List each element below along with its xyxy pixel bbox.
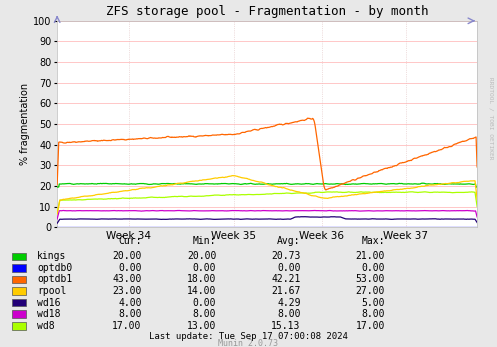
Text: 0.00: 0.00: [118, 263, 142, 273]
Text: optdb0: optdb0: [37, 263, 73, 273]
Text: rpool: rpool: [37, 286, 67, 296]
Text: 42.21: 42.21: [271, 274, 301, 284]
Text: 8.00: 8.00: [362, 309, 385, 319]
Text: 21.00: 21.00: [356, 252, 385, 261]
Text: 0.00: 0.00: [193, 263, 216, 273]
Text: Last update: Tue Sep 17 07:00:08 2024: Last update: Tue Sep 17 07:00:08 2024: [149, 332, 348, 341]
Text: 21.67: 21.67: [271, 286, 301, 296]
Text: RRDTOOL / TOBI OETIKER: RRDTOOL / TOBI OETIKER: [489, 77, 494, 159]
Text: 20.00: 20.00: [112, 252, 142, 261]
Text: 0.00: 0.00: [277, 263, 301, 273]
Text: 8.00: 8.00: [277, 309, 301, 319]
Text: Min:: Min:: [193, 236, 216, 246]
Text: 0.00: 0.00: [193, 298, 216, 307]
Text: Cur:: Cur:: [118, 236, 142, 246]
Text: 23.00: 23.00: [112, 286, 142, 296]
Text: 5.00: 5.00: [362, 298, 385, 307]
Text: 20.00: 20.00: [187, 252, 216, 261]
Text: 18.00: 18.00: [187, 274, 216, 284]
Text: 17.00: 17.00: [112, 321, 142, 331]
Text: 4.00: 4.00: [118, 298, 142, 307]
Text: 53.00: 53.00: [356, 274, 385, 284]
Text: wd18: wd18: [37, 309, 61, 319]
Y-axis label: % fragmentation: % fragmentation: [20, 83, 30, 165]
Text: Munin 2.0.73: Munin 2.0.73: [219, 339, 278, 347]
Text: wd8: wd8: [37, 321, 55, 331]
Text: 27.00: 27.00: [356, 286, 385, 296]
Text: Max:: Max:: [362, 236, 385, 246]
Text: 13.00: 13.00: [187, 321, 216, 331]
Text: kings: kings: [37, 252, 67, 261]
Text: 0.00: 0.00: [362, 263, 385, 273]
Text: 14.00: 14.00: [187, 286, 216, 296]
Text: wd16: wd16: [37, 298, 61, 307]
Text: 4.29: 4.29: [277, 298, 301, 307]
Text: 8.00: 8.00: [193, 309, 216, 319]
Text: Avg:: Avg:: [277, 236, 301, 246]
Text: 17.00: 17.00: [356, 321, 385, 331]
Text: 8.00: 8.00: [118, 309, 142, 319]
Text: 20.73: 20.73: [271, 252, 301, 261]
Text: optdb1: optdb1: [37, 274, 73, 284]
Text: 15.13: 15.13: [271, 321, 301, 331]
Text: 43.00: 43.00: [112, 274, 142, 284]
Title: ZFS storage pool - Fragmentation - by month: ZFS storage pool - Fragmentation - by mo…: [106, 5, 428, 18]
